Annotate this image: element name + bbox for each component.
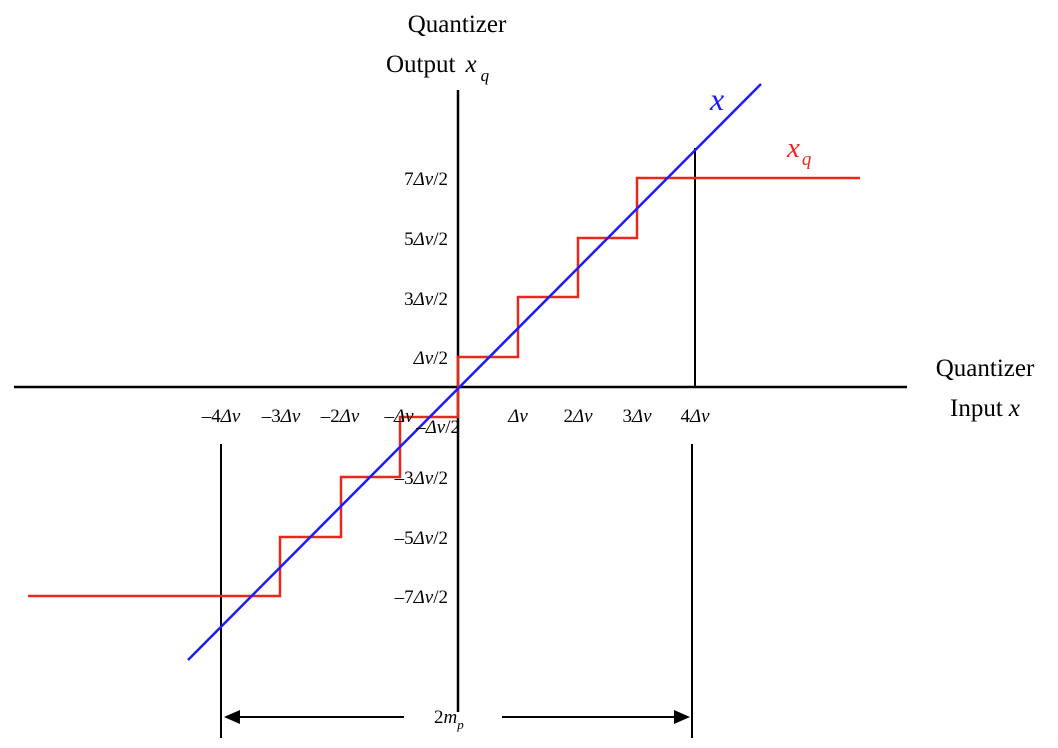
x-tick-labels: –4Δv –3Δv –2Δv –Δv Δv 2Δv 3Δv 4Δv — [201, 406, 710, 427]
y-tick-label: –7Δv/2 — [394, 587, 448, 608]
series-label-x: x — [709, 81, 724, 117]
x-tick-label: –Δv — [383, 406, 414, 427]
y-tick-label: –Δv/2 — [415, 417, 460, 438]
range-arrowhead-left — [224, 710, 240, 724]
y-tick-label: 5Δv/2 — [404, 229, 448, 250]
x-tick-label: Δv — [507, 406, 528, 427]
range-label: 2mp — [434, 707, 464, 732]
x-axis-title-line2: Input x — [950, 395, 1020, 422]
x-tick-label: 3Δv — [622, 406, 652, 427]
y-axis-title-line2: Output x q — [386, 51, 490, 85]
y-tick-label: Δv/2 — [413, 348, 448, 369]
x-tick-label: –4Δv — [201, 406, 241, 427]
range-arrowhead-right — [674, 710, 690, 724]
y-tick-labels: 7Δv/2 5Δv/2 3Δv/2 Δv/2 –Δv/2 –3Δv/2 –5Δv/2 –7Δv… — [394, 169, 460, 608]
x-tick-label: –2Δv — [320, 406, 360, 427]
y-tick-label: –5Δv/2 — [394, 528, 448, 549]
y-tick-label: 3Δv/2 — [404, 289, 448, 310]
x-tick-label: 2Δv — [563, 406, 593, 427]
input-line — [187, 83, 762, 661]
x-tick-label: 4Δv — [680, 406, 710, 427]
y-tick-label: 7Δv/2 — [404, 169, 448, 190]
x-axis-title-line1: Quantizer — [936, 355, 1035, 382]
y-tick-label: –3Δv/2 — [394, 468, 448, 489]
x-tick-label: –3Δv — [261, 406, 301, 427]
y-axis-title-line1: Quantizer — [408, 11, 507, 38]
